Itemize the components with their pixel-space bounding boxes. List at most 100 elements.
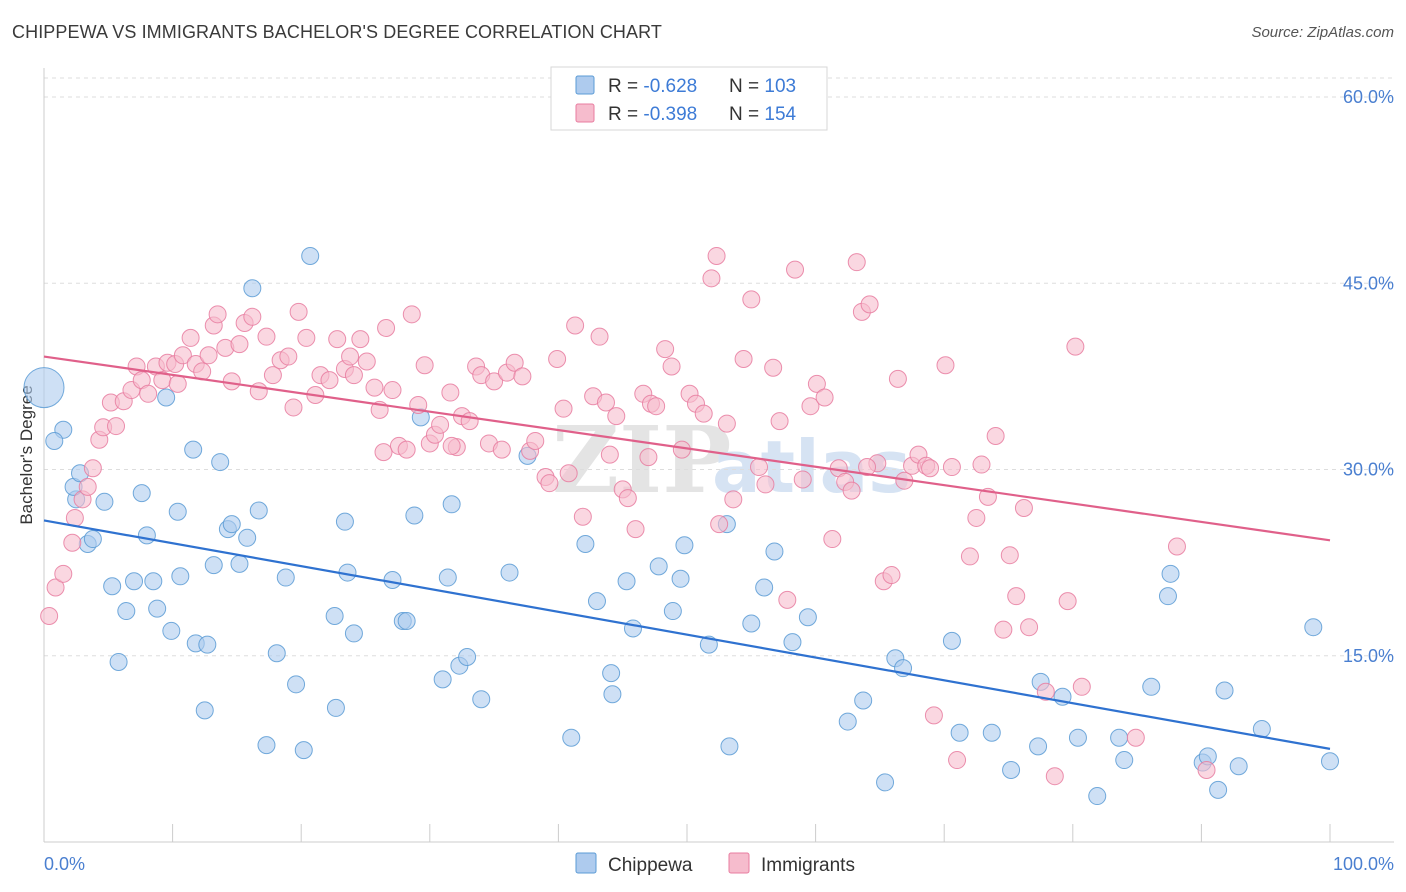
point-immigrants	[717, 414, 736, 433]
point-chippewa	[576, 535, 595, 554]
point-chippewa	[1215, 681, 1234, 700]
point-chippewa	[109, 652, 128, 671]
point-chippewa	[663, 602, 682, 621]
point-immigrants	[63, 533, 82, 552]
point-immigrants	[618, 489, 637, 508]
point-chippewa	[1209, 780, 1228, 799]
point-chippewa	[798, 608, 817, 627]
point-immigrants	[1036, 682, 1055, 701]
point-immigrants	[815, 388, 834, 407]
point-immigrants	[662, 357, 681, 376]
point-immigrants	[573, 507, 592, 526]
point-immigrants	[83, 459, 102, 478]
point-immigrants	[986, 426, 1005, 445]
point-immigrants	[1167, 537, 1186, 556]
point-immigrants	[351, 330, 370, 349]
point-immigrants	[357, 352, 376, 371]
point-chippewa	[876, 773, 895, 792]
point-immigrants	[548, 350, 567, 369]
point-immigrants	[54, 564, 73, 583]
point-chippewa	[230, 554, 249, 573]
y-axis-label: Bachelor's Degree	[17, 385, 36, 524]
point-chippewa	[602, 664, 621, 683]
svg-text:R = -0.398: R = -0.398	[608, 104, 697, 125]
point-immigrants	[967, 508, 986, 527]
point-immigrants	[694, 404, 713, 423]
point-chippewa	[942, 631, 961, 650]
point-immigrants	[600, 445, 619, 464]
trend-line-chippewa	[43, 519, 1331, 750]
point-immigrants	[40, 607, 59, 626]
point-chippewa	[198, 635, 217, 654]
point-immigrants	[656, 340, 675, 359]
svg-text:N = 103: N = 103	[729, 76, 796, 97]
point-chippewa	[162, 621, 181, 640]
point-chippewa	[783, 633, 802, 652]
point-chippewa	[195, 701, 214, 720]
point-immigrants	[936, 356, 955, 375]
point-immigrants	[492, 440, 511, 459]
point-immigrants	[168, 374, 187, 393]
point-chippewa	[623, 619, 642, 638]
point-chippewa	[211, 453, 230, 472]
stats-n-value-immigrants: 154	[764, 104, 796, 125]
point-chippewa	[132, 484, 151, 503]
point-chippewa	[720, 737, 739, 756]
point-immigrants	[328, 330, 347, 349]
stats-swatch-immigrants	[575, 103, 595, 123]
point-chippewa	[267, 644, 286, 663]
svg-text:R = -0.628: R = -0.628	[608, 76, 697, 97]
point-chippewa	[103, 577, 122, 596]
point-chippewa	[1088, 787, 1107, 806]
point-immigrants	[374, 443, 393, 462]
point-immigrants	[297, 328, 316, 347]
point-immigrants	[724, 490, 743, 509]
point-immigrants	[1197, 760, 1216, 779]
point-chippewa	[249, 501, 268, 520]
point-immigrants	[78, 477, 97, 496]
point-chippewa	[23, 367, 65, 409]
stats-n-label-immigrants: N =	[729, 104, 764, 125]
point-immigrants	[750, 458, 769, 477]
point-chippewa	[950, 723, 969, 742]
point-immigrants	[139, 384, 158, 403]
point-chippewa	[854, 691, 873, 710]
stats-legend: R = -0.628 N = 103 R = -0.398 N = 154	[550, 66, 828, 131]
point-immigrants	[1000, 546, 1019, 565]
point-immigrants	[289, 302, 308, 321]
point-chippewa	[472, 690, 491, 709]
point-chippewa	[45, 431, 64, 450]
stats-n-label-chippewa: N =	[729, 76, 764, 97]
point-immigrants	[397, 440, 416, 459]
point-immigrants	[942, 458, 961, 477]
x-tick-labels: 0.0% 100.0%	[44, 854, 1394, 874]
point-chippewa	[1029, 737, 1048, 756]
chart-title: CHIPPEWA VS IMMIGRANTS BACHELOR'S DEGREE…	[12, 22, 663, 42]
source-label: Source: ZipAtlas.com	[1251, 24, 1394, 41]
legend-label-chippewa: Chippewa	[608, 855, 693, 876]
point-immigrants	[764, 358, 783, 377]
point-immigrants	[540, 474, 559, 493]
point-immigrants	[1058, 592, 1077, 611]
point-immigrants	[1126, 728, 1145, 747]
point-chippewa	[1110, 728, 1129, 747]
point-immigrants	[222, 372, 241, 391]
point-immigrants	[415, 356, 434, 375]
point-immigrants	[566, 316, 585, 335]
point-chippewa	[157, 388, 176, 407]
point-chippewa	[1321, 752, 1339, 771]
series-legend: Chippewa Immigrants	[575, 852, 855, 876]
point-immigrants	[257, 327, 276, 346]
y-tick-label: 15.0%	[1343, 646, 1394, 666]
point-chippewa	[405, 506, 424, 525]
point-chippewa	[649, 557, 668, 576]
legend-label-immigrants: Immigrants	[761, 855, 855, 876]
point-immigrants	[402, 305, 421, 324]
point-immigrants	[208, 305, 227, 324]
y-tick-label: 45.0%	[1343, 273, 1394, 293]
point-immigrants	[377, 318, 396, 337]
point-chippewa	[137, 526, 156, 545]
point-chippewa	[144, 572, 163, 591]
point-immigrants	[199, 346, 218, 365]
